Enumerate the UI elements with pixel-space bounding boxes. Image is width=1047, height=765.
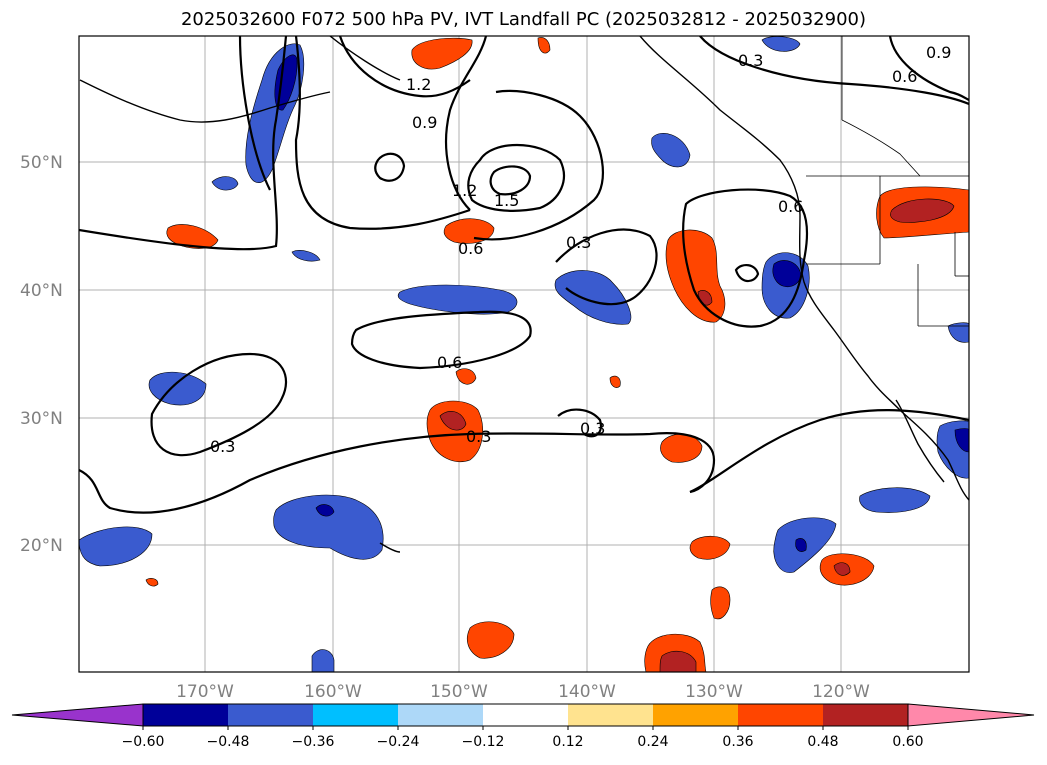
colorbar-bin — [143, 704, 228, 726]
blob-hawaii-blue — [273, 494, 384, 560]
contour-label: 0.6 — [458, 239, 483, 258]
lon-label-170w: 170°W — [176, 682, 234, 702]
colorbar-bin — [483, 704, 568, 726]
lat-label-50n: 50°N — [20, 153, 63, 173]
contour-label: 0.3 — [566, 233, 591, 252]
north-america-coast — [639, 36, 969, 501]
blob-east-central-blue — [554, 270, 632, 325]
lat-label-40n: 40°N — [20, 281, 63, 301]
contour-label: 0.6 — [892, 67, 917, 86]
latitude-labels: 50°N 40°N 30°N 20°N — [20, 153, 63, 556]
colorbar-bin — [228, 704, 313, 726]
contour-0.3-main — [79, 432, 716, 514]
contour-0.6-upper — [238, 36, 271, 191]
lon-label-130w: 130°W — [685, 682, 743, 702]
contour-label: 0.3 — [466, 427, 491, 446]
colorbar: −0.60 −0.48 −0.36 −0.24 −0.12 0.12 0.24 0.36 0.4… — [11, 703, 1035, 750]
contour-label: 0.6 — [778, 197, 803, 216]
colorbar-tick-label: −0.36 — [292, 734, 335, 750]
lon-label-120w: 120°W — [812, 682, 870, 702]
coastlines — [79, 36, 969, 553]
contour-label: 1.5 — [494, 191, 519, 210]
colorbar-bin — [398, 704, 483, 726]
map-title: 2025032600 F072 500 hPa PV, IVT Landfall… — [180, 9, 867, 30]
contour-label: 0.3 — [580, 419, 605, 438]
blob-central-blue — [397, 284, 518, 315]
contour-0.3-mid — [555, 228, 658, 306]
lat-label-30n: 30°N — [20, 409, 63, 429]
pv-contours — [79, 36, 969, 514]
contour-1.2 — [467, 143, 565, 212]
lon-label-140w: 140°W — [558, 682, 616, 702]
contour-label: 0.3 — [738, 51, 763, 70]
lon-label-150w: 150°W — [430, 682, 488, 702]
contour-label: 0.6 — [437, 353, 462, 372]
colorbar-tick-label: −0.48 — [207, 734, 250, 750]
lon-label-160w: 160°W — [304, 682, 362, 702]
negative-anomaly-regions — [79, 36, 969, 672]
colorbar-tick-label: 0.60 — [892, 734, 923, 750]
positive-anomaly-regions — [145, 37, 969, 672]
blob-coast-red — [665, 229, 726, 323]
contour-0.6-coast — [682, 188, 809, 328]
colorbar-tick-label: 0.12 — [552, 734, 583, 750]
colorbar-bin — [738, 704, 823, 726]
colorbar-bin — [568, 704, 653, 726]
colorbar-arrow-high — [907, 703, 1035, 727]
colorbar-tick-label: −0.12 — [462, 734, 505, 750]
contour-label: 0.3 — [210, 437, 235, 456]
contour-label: 0.9 — [926, 43, 951, 62]
contour-0.6-ring — [350, 310, 532, 370]
colorbar-bin — [823, 704, 908, 726]
colorbar-bin — [653, 704, 738, 726]
contour-1.5 — [489, 165, 532, 196]
contour-0.3-south — [150, 352, 288, 457]
colorbar-tick-label: −0.24 — [377, 734, 420, 750]
longitude-labels: 170°W 160°W 150°W 140°W 130°W 120°W — [176, 682, 870, 702]
contour-0.3-west — [79, 36, 288, 251]
contour-label: 1.2 — [452, 181, 477, 200]
colorbar-tick-label: 0.48 — [807, 734, 838, 750]
colorbar-arrow-low — [11, 703, 144, 727]
political-borders — [806, 36, 969, 327]
contour-0.9 — [294, 36, 471, 230]
lat-label-20n: 20°N — [20, 536, 63, 556]
contour-labels: 1.2 0.9 1.2 1.5 0.6 0.3 0.6 0.3 0.6 0.3 … — [210, 43, 951, 456]
colorbar-tick-label: −0.60 — [122, 734, 165, 750]
map-frame — [78, 35, 970, 673]
colorbar-outline — [142, 703, 909, 727]
contour-label: 0.9 — [412, 113, 437, 132]
colorbar-bin — [313, 704, 398, 726]
colorbar-tick-label: 0.36 — [722, 734, 753, 750]
colorbar-tick-label: 0.24 — [637, 734, 668, 750]
contour-label: 1.2 — [406, 75, 431, 94]
